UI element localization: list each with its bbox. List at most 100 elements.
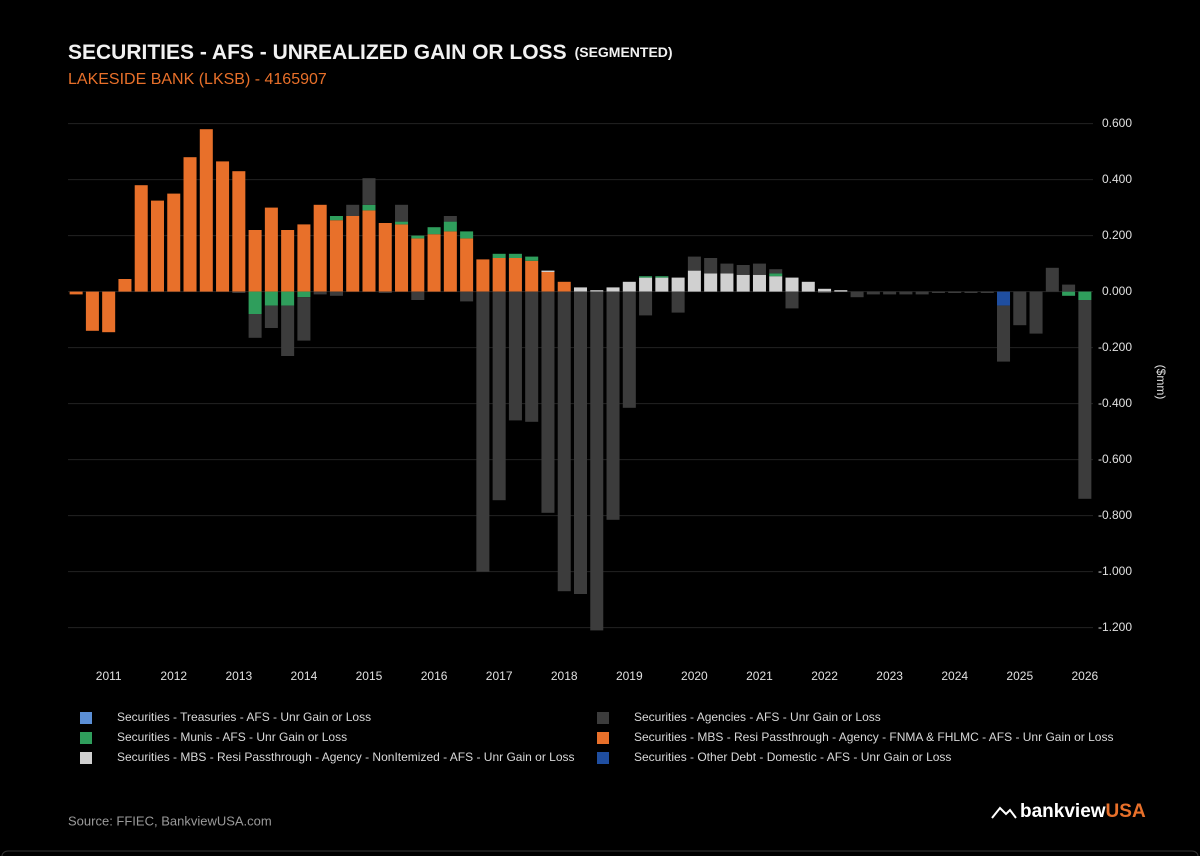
bar-segment — [590, 290, 604, 292]
bar-segment — [769, 269, 783, 274]
bar-segment — [346, 204, 360, 216]
bar-segment — [313, 204, 327, 292]
y-tick-label: 0.400 — [1102, 172, 1132, 186]
y-tick-label: 0.000 — [1102, 284, 1132, 298]
chart-title-suffix: (SEGMENTED) — [575, 44, 673, 60]
bar-segment — [378, 291, 392, 293]
bar-segment — [69, 291, 83, 295]
bar-segment — [720, 263, 734, 274]
bar-segment — [1029, 291, 1043, 334]
chart-title-line: SECURITIES - AFS - UNREALIZED GAIN OR LO… — [68, 41, 673, 64]
legend-label: Securities - MBS - Resi Passthrough - Ag… — [634, 730, 1113, 744]
bar-segment — [769, 276, 783, 292]
bar-segment — [508, 291, 522, 421]
bar-segment — [541, 272, 555, 292]
x-tick-label: 2017 — [486, 669, 513, 683]
bar-segment — [443, 221, 457, 232]
bar-segment — [395, 224, 409, 292]
bar-segment — [297, 291, 311, 298]
bar-segment — [248, 314, 262, 338]
bar-segment — [313, 291, 327, 295]
bar-segment — [1045, 267, 1059, 292]
bar-segment — [671, 291, 685, 313]
bar-segment — [1062, 291, 1076, 296]
bar-segment — [362, 178, 376, 205]
x-tick-label: 2018 — [551, 669, 578, 683]
bar-segment — [264, 207, 278, 292]
bar-segment — [346, 216, 360, 292]
bar-segment — [460, 291, 474, 302]
bar-segment — [687, 270, 701, 292]
bar-segment — [102, 291, 116, 333]
bar-segment — [948, 291, 962, 293]
legend-swatch — [80, 732, 92, 744]
bar-segment — [395, 204, 409, 222]
bar-segment — [264, 291, 278, 306]
bar-segment — [769, 273, 783, 277]
bar-segment — [525, 256, 539, 261]
bar-segment — [150, 200, 164, 292]
bar-segment — [183, 157, 197, 292]
legend-label: Securities - MBS - Resi Passthrough - Ag… — [117, 750, 575, 764]
bar-segment — [492, 291, 506, 501]
x-tick-label: 2024 — [941, 669, 968, 683]
x-tick-label: 2025 — [1006, 669, 1033, 683]
bar-segment — [134, 185, 148, 292]
legend-swatch — [80, 752, 92, 764]
bar-segment — [573, 287, 588, 292]
bar-segment — [687, 256, 701, 271]
x-tick-label: 2013 — [225, 669, 252, 683]
bar-segment — [704, 258, 718, 274]
bar-segment — [899, 291, 913, 295]
bar-segment — [834, 290, 848, 292]
y-tick-label: -0.200 — [1098, 340, 1132, 354]
legend-label: Securities - Treasuries - AFS - Unr Gain… — [117, 710, 371, 724]
bar-segment — [167, 193, 181, 292]
bar-segment — [232, 291, 246, 293]
bar-segment — [590, 291, 604, 631]
bar-segment — [281, 291, 295, 306]
bar-segment — [541, 270, 555, 272]
bar-segment — [362, 204, 376, 211]
bar-segment — [736, 274, 750, 292]
legend-label: Securities - Munis - AFS - Unr Gain or L… — [117, 730, 347, 744]
bar-segment — [557, 291, 571, 592]
bar-segment — [639, 277, 653, 292]
bar-segment — [362, 210, 376, 292]
bar-segment — [525, 260, 539, 292]
bar-segment — [736, 265, 750, 275]
bar-segment — [508, 258, 522, 292]
bar-segment — [264, 305, 278, 328]
bar-segment — [606, 291, 620, 520]
bar-segment — [801, 281, 815, 292]
x-tick-label: 2014 — [291, 669, 318, 683]
bar-segment — [1078, 300, 1092, 499]
legend-label: Securities - Agencies - AFS - Unr Gain o… — [634, 710, 881, 724]
bar-segment — [606, 287, 620, 292]
bar-segment — [704, 273, 718, 292]
bar-segment — [915, 291, 929, 295]
bar-segment — [931, 291, 945, 293]
y-tick-label: -0.800 — [1098, 508, 1132, 522]
bar-segment — [883, 291, 897, 295]
bar-segment — [622, 281, 636, 292]
chart-title: SECURITIES - AFS - UNREALIZED GAIN OR LO… — [68, 41, 567, 64]
bar-segment — [297, 224, 311, 292]
bar-segment — [492, 253, 506, 258]
bar-segment — [720, 273, 734, 292]
bar-segment — [492, 258, 506, 292]
bar-segment — [232, 171, 246, 292]
bar-segment — [216, 161, 230, 292]
y-tick-label: 0.600 — [1102, 116, 1132, 130]
bar-segment — [752, 274, 766, 292]
legend-label: Securities - Other Debt - Domestic - AFS… — [634, 750, 951, 764]
legend-swatch — [597, 752, 609, 764]
bar-segment — [785, 277, 799, 292]
x-tick-label: 2026 — [1072, 669, 1099, 683]
x-tick-label: 2020 — [681, 669, 708, 683]
bar-segment — [427, 234, 441, 292]
x-tick-label: 2019 — [616, 669, 643, 683]
bar-segment — [655, 276, 669, 278]
bar-segment — [378, 223, 392, 292]
